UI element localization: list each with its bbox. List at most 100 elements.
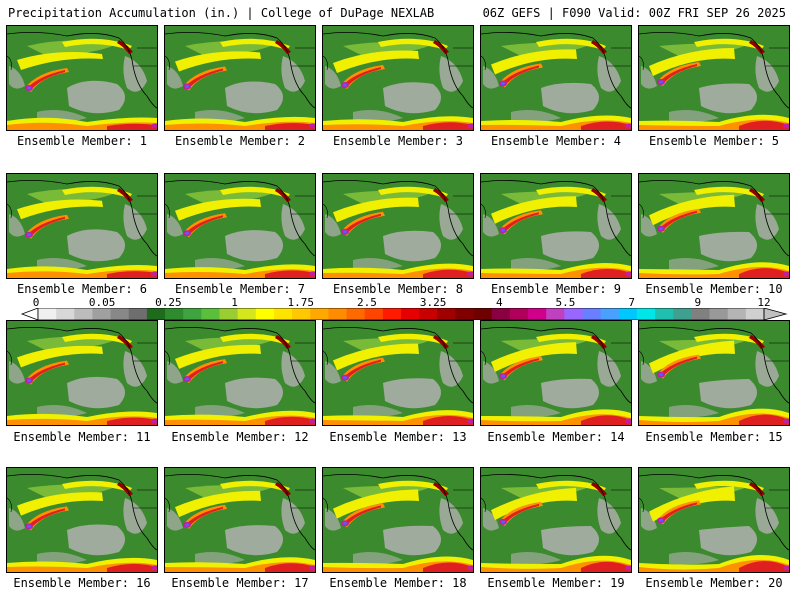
precip-map: [639, 174, 789, 278]
run-valid-time: 06Z GEFS | F090 Valid: 00Z FRI SEP 26 20…: [482, 6, 786, 20]
precip-map: [323, 26, 473, 130]
ensemble-member-label: Ensemble Member: 20: [645, 576, 783, 590]
ensemble-map-panel: [322, 173, 474, 279]
ensemble-map-panel: [480, 173, 632, 279]
precip-map: [165, 468, 315, 572]
colorbar-swatch: [727, 308, 747, 320]
colorbar-tick-label: 4: [495, 296, 503, 309]
colorbar-swatch: [74, 308, 93, 320]
colorbar-tick-label: 2.5: [356, 296, 377, 309]
ensemble-member-label: Ensemble Member: 17: [171, 576, 309, 590]
colorbar-swatch: [419, 308, 438, 320]
colorbar-swatch: [564, 308, 583, 320]
precip-map: [481, 468, 631, 572]
ensemble-member-label: Ensemble Member: 5: [648, 134, 780, 148]
ensemble-member-label: Ensemble Member: 14: [487, 430, 625, 444]
precip-map: [481, 26, 631, 130]
precip-map: [323, 174, 473, 278]
colorbar-swatch: [401, 308, 420, 320]
precip-map: [639, 321, 789, 425]
ensemble-member-label: Ensemble Member: 15: [645, 430, 783, 444]
colorbar-swatch: [201, 308, 220, 320]
colorbar: 0 0.05 0.25 1 1.75 2.5 3.25 4 5.5 7 9 12: [0, 296, 800, 320]
precip-map: [323, 321, 473, 425]
ensemble-map-panel: [480, 320, 632, 426]
colorbar-swatch: [382, 308, 402, 320]
colorbar-swatch: [237, 308, 257, 320]
colorbar-tick-label: 0.25: [155, 296, 182, 309]
ensemble-member-label: Ensemble Member: 12: [171, 430, 309, 444]
colorbar-swatch: [491, 308, 511, 320]
colorbar-swatch: [473, 308, 493, 320]
ensemble-map-panel: [6, 173, 158, 279]
colorbar-swatch: [110, 308, 130, 320]
ensemble-map-panel: [164, 25, 316, 131]
ensemble-member-label: Ensemble Member: 1: [16, 134, 148, 148]
colorbar-swatch: [292, 308, 311, 320]
colorbar-swatch: [509, 308, 529, 320]
colorbar-swatch: [38, 308, 57, 320]
colorbar-tick-label: 5.5: [555, 296, 576, 309]
ensemble-member-label: Ensemble Member: 19: [487, 576, 625, 590]
precip-map: [323, 468, 473, 572]
ensemble-map-panel: [164, 320, 316, 426]
ensemble-map-panel: [322, 320, 474, 426]
precip-map: [639, 468, 789, 572]
colorbar-swatch: [600, 308, 620, 320]
colorbar-swatch: [146, 308, 166, 320]
precip-map: [7, 321, 157, 425]
colorbar-swatch: [328, 308, 348, 320]
colorbar-swatch: [255, 308, 275, 320]
precip-map: [7, 26, 157, 130]
colorbar-swatch: [709, 308, 729, 320]
colorbar-max-arrow: [763, 308, 788, 320]
colorbar-swatch: [183, 308, 202, 320]
precip-map: [165, 321, 315, 425]
colorbar-swatch: [528, 308, 547, 320]
ensemble-map-panel: [164, 467, 316, 573]
colorbar-swatch: [546, 308, 565, 320]
ensemble-member-label: Ensemble Member: 6: [16, 282, 148, 296]
colorbar-swatch: [655, 308, 674, 320]
ensemble-map-panel: [6, 320, 158, 426]
ensemble-member-label: Ensemble Member: 13: [329, 430, 467, 444]
colorbar-swatch: [691, 308, 711, 320]
colorbar-swatch: [364, 308, 384, 320]
ensemble-map-panel: [6, 467, 158, 573]
colorbar-swatch: [273, 308, 293, 320]
colorbar-tick-label: 7: [628, 296, 635, 309]
ensemble-map-panel: [322, 25, 474, 131]
colorbar-swatch: [56, 308, 75, 320]
colorbar-swatch: [673, 308, 692, 320]
ensemble-member-label: Ensemble Member: 8: [332, 282, 464, 296]
colorbar-tick-label: 0: [32, 296, 40, 309]
ensemble-map-panel: [638, 467, 790, 573]
ensemble-map-panel: [6, 25, 158, 131]
precip-map: [165, 174, 315, 278]
ensemble-map-panel: [638, 320, 790, 426]
precip-map: [7, 468, 157, 572]
colorbar-swatch: [618, 308, 638, 320]
ensemble-member-label: Ensemble Member: 10: [645, 282, 783, 296]
ensemble-map-panel: [480, 25, 632, 131]
colorbar-min-arrow: [20, 308, 39, 320]
colorbar-tick-label: 12: [757, 296, 771, 309]
colorbar-swatch: [437, 308, 456, 320]
colorbar-swatch: [310, 308, 329, 320]
ensemble-member-label: Ensemble Member: 7: [174, 282, 306, 296]
ensemble-member-label: Ensemble Member: 9: [490, 282, 622, 296]
ensemble-member-label: Ensemble Member: 3: [332, 134, 464, 148]
ensemble-member-label: Ensemble Member: 18: [329, 576, 467, 590]
colorbar-swatch: [219, 308, 239, 320]
precip-map: [639, 26, 789, 130]
colorbar-swatch: [346, 308, 366, 320]
ensemble-map-panel: [638, 173, 790, 279]
colorbar-scale: [20, 308, 788, 320]
colorbar-tick-label: 0.05: [88, 296, 116, 309]
precip-map: [481, 321, 631, 425]
colorbar-tick-label: 9: [694, 296, 702, 309]
ensemble-member-label: Ensemble Member: 16: [13, 576, 151, 590]
ensemble-map-panel: [164, 173, 316, 279]
colorbar-swatch: [128, 308, 148, 320]
colorbar-swatch: [92, 308, 112, 320]
